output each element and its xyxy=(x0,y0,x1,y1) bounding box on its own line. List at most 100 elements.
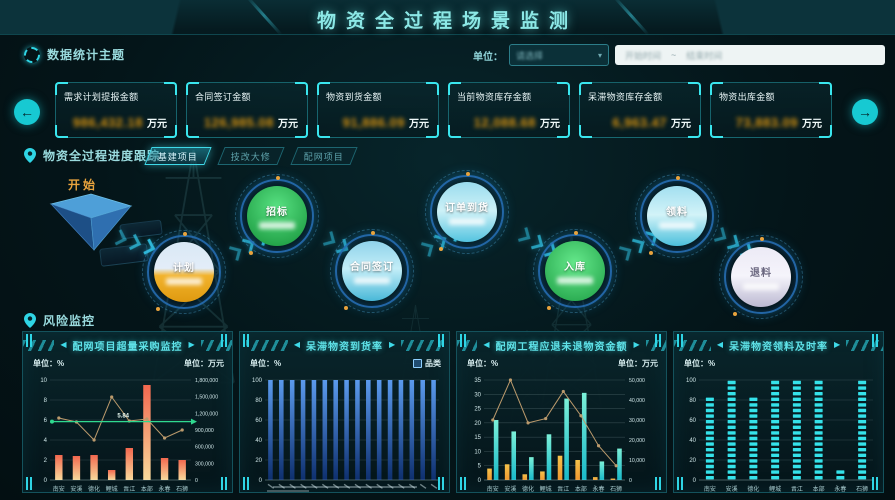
panel-prev-icon[interactable]: ◀ xyxy=(60,340,67,349)
svg-text:5: 5 xyxy=(477,464,481,470)
svg-text:鲤城: 鲤城 xyxy=(769,485,781,493)
unit-select[interactable]: 请选择 ▾ xyxy=(509,44,609,66)
svg-text:本部: 本部 xyxy=(574,485,586,493)
kpi-card: 物资出库金额 73,883.09 万元 xyxy=(710,82,832,138)
flow-node-contract-signing[interactable]: 合同签订 xyxy=(330,229,414,313)
risk-section-header: 风险监控 xyxy=(24,312,95,329)
panel-stripes xyxy=(401,339,444,351)
svg-text:永春: 永春 xyxy=(592,485,604,493)
svg-text:永春: 永春 xyxy=(158,485,170,493)
tab-technical-overhaul[interactable]: 技改大修 xyxy=(217,147,285,165)
svg-text:8: 8 xyxy=(43,398,47,404)
kpi-card-unit: 万元 xyxy=(278,119,298,130)
unit-right-label: 单位：万元 xyxy=(618,359,658,368)
flow-node-order-arrival[interactable]: 订单到货 xyxy=(425,170,509,254)
svg-text:0: 0 xyxy=(195,478,198,484)
kpi-scroll-left-button[interactable]: ← xyxy=(14,99,40,125)
unit-left-label: 单位：% xyxy=(684,359,716,368)
svg-text:40: 40 xyxy=(689,438,696,444)
panel-prev-icon[interactable]: ◀ xyxy=(293,340,300,349)
panel-stripes xyxy=(674,339,711,351)
flow-node-plan[interactable]: 计划 xyxy=(142,230,226,314)
kpi-card: 合同签订金额 126,985.08 万元 xyxy=(186,82,308,138)
top-header-bar: 物资全过程场景监测 xyxy=(0,0,895,36)
svg-text:20: 20 xyxy=(255,458,262,464)
panel-prev-icon[interactable]: ◀ xyxy=(483,340,490,349)
risk-panel-pick-timeliness: ◀ 呆滞物资领料及时率 ▶ 单位：% 0 20 40 60 80 100 南安 安溪 德化 鲤城 晋… xyxy=(673,331,884,493)
svg-text:德化: 德化 xyxy=(522,485,534,493)
svg-text:20: 20 xyxy=(689,458,696,464)
svg-text:10: 10 xyxy=(40,378,47,384)
kpi-card-label: 物资出库金额 xyxy=(719,92,775,102)
svg-text:0: 0 xyxy=(258,478,262,484)
svg-text:15: 15 xyxy=(474,435,481,441)
panel-prev-icon[interactable]: ◀ xyxy=(716,340,723,349)
panel-next-icon[interactable]: ▶ xyxy=(633,340,640,349)
svg-text:本部: 本部 xyxy=(140,485,152,493)
progress-section-title: 物资全过程进度跟踪 xyxy=(43,149,161,163)
node-value-blurred xyxy=(354,277,390,284)
panel-next-icon[interactable]: ▶ xyxy=(834,340,841,349)
svg-text:35: 35 xyxy=(474,378,481,384)
svg-text:2: 2 xyxy=(43,458,47,464)
kpi-card-label: 合同签订金额 xyxy=(195,92,251,102)
panel-stripes xyxy=(200,339,232,351)
flow-node-material-pick[interactable]: 领料 xyxy=(635,174,719,258)
svg-text:20: 20 xyxy=(474,421,481,427)
svg-text:本部: 本部 xyxy=(812,485,824,493)
kpi-card-value: 12,088.68 xyxy=(473,115,536,130)
svg-text:600,000: 600,000 xyxy=(195,445,214,451)
unit-left-label: 单位：% xyxy=(250,359,282,368)
progress-tabs: 基建项目 技改大修 配网项目 xyxy=(144,147,358,165)
tab-distribution-project[interactable]: 配网项目 xyxy=(290,147,358,165)
unreturned-material-chart: 0 5 10 15 20 25 30 35 0 10,000 20,000 30,000 40,000 5… xyxy=(474,378,645,493)
svg-text:30: 30 xyxy=(474,392,481,398)
flow-node-bidding[interactable]: 招标 xyxy=(235,174,319,258)
kpi-card-value: 126,985.08 xyxy=(203,115,274,130)
svg-text:南安: 南安 xyxy=(703,485,715,493)
kpi-card: 需求计划提报金额 986,432.18 万元 xyxy=(55,82,177,138)
kpi-card-unit: 万元 xyxy=(802,119,822,130)
date-range-input[interactable]: 开始时间 ~ 结束时间 xyxy=(615,45,885,65)
svg-text:50,000: 50,000 xyxy=(629,378,645,384)
kpi-card: 呆滞物资库存金额 6,963.47 万元 xyxy=(579,82,701,138)
panel-next-icon[interactable]: ▶ xyxy=(188,340,195,349)
svg-text:80: 80 xyxy=(689,398,696,404)
unit-left-label: 单位：% xyxy=(33,359,65,368)
svg-text:80: 80 xyxy=(255,398,262,404)
legend-label: 品类 xyxy=(425,359,441,368)
svg-text:德化: 德化 xyxy=(747,485,759,493)
kpi-card: 当前物资库存金额 12,088.68 万元 xyxy=(448,82,570,138)
svg-text:晋江: 晋江 xyxy=(557,486,569,493)
flow-node-inbound[interactable]: 入库 xyxy=(533,229,617,313)
svg-text:100: 100 xyxy=(251,378,262,384)
kpi-scroll-right-button[interactable]: → xyxy=(852,99,878,125)
tab-infrastructure-project[interactable]: 基建项目 xyxy=(144,147,212,165)
node-value-blurred xyxy=(659,222,695,229)
kpi-card-value: 73,883.09 xyxy=(735,115,798,130)
page-title: 物资全过程场景监测 xyxy=(316,11,578,32)
panel-title: 配网工程应退未退物资金额 xyxy=(495,341,628,353)
progress-section-header: 物资全过程进度跟踪 xyxy=(24,147,160,164)
unit-left-label: 单位：% xyxy=(467,359,499,368)
svg-text:20,000: 20,000 xyxy=(629,438,645,444)
panel-stripes xyxy=(23,339,55,351)
legend-category[interactable]: 品类 xyxy=(413,358,441,369)
arrival-rate-chart: 0 20 40 60 80 100 xyxy=(251,378,439,492)
date-end-value: 结束时间 xyxy=(686,50,723,61)
svg-text:0: 0 xyxy=(477,478,481,484)
panel-stripes xyxy=(245,339,288,351)
svg-text:5.84: 5.84 xyxy=(117,414,129,420)
svg-text:4: 4 xyxy=(43,438,47,444)
flow-node-material-return[interactable]: 退料 xyxy=(719,235,803,319)
kpi-card-unit: 万元 xyxy=(671,119,691,130)
chevron-down-icon: ▾ xyxy=(597,50,602,60)
svg-text:安溪: 安溪 xyxy=(725,485,737,493)
panel-next-icon[interactable]: ▶ xyxy=(389,340,396,349)
svg-text:鲤城: 鲤城 xyxy=(105,485,117,493)
svg-text:永春: 永春 xyxy=(834,485,846,493)
kpi-card-value: 6,963.47 xyxy=(612,115,667,130)
kpi-card-unit: 万元 xyxy=(409,119,429,130)
svg-text:25: 25 xyxy=(474,407,481,413)
